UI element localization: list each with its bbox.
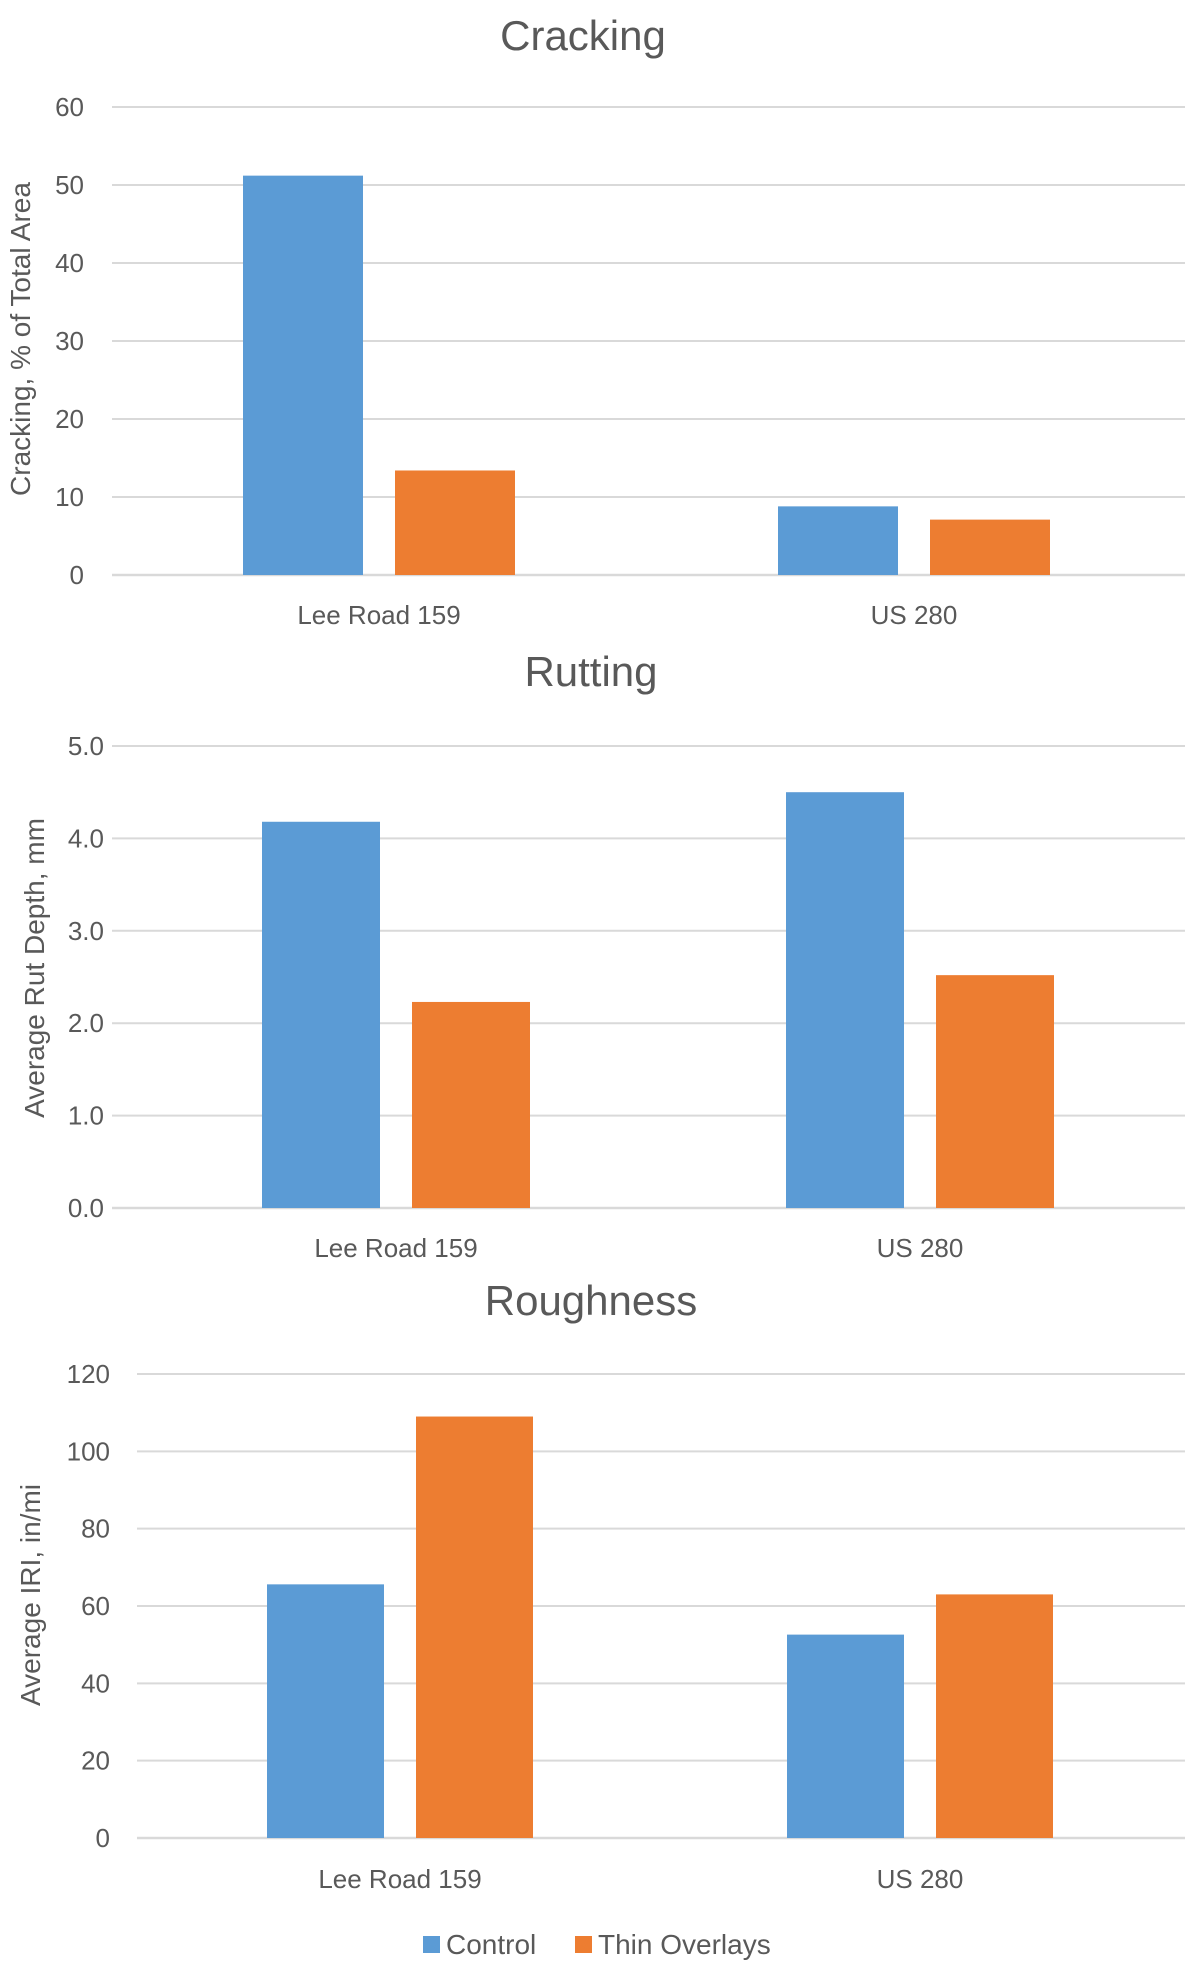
plot-area-roughness: 0 20 40 60 80 100 120 Lee Road 159 US 280 xyxy=(67,1359,1185,1894)
y-tick-label: 30 xyxy=(55,326,84,356)
legend-swatch-thin-overlays xyxy=(575,1936,592,1953)
bar-rutting-thin-overlays-us-280 xyxy=(936,975,1054,1208)
y-axis-label-cracking: Cracking, % of Total Area xyxy=(5,182,36,496)
y-tick-label: 60 xyxy=(55,92,84,122)
x-category-label: Lee Road 159 xyxy=(314,1233,477,1263)
x-category-label: US 280 xyxy=(871,600,958,630)
bar-roughness-control-lee-road-159 xyxy=(267,1584,384,1838)
bar-rutting-control-us-280 xyxy=(786,792,904,1208)
y-tick-label: 120 xyxy=(67,1359,110,1389)
bar-cracking-control-us-280 xyxy=(778,506,898,575)
y-tick-label: 2.0 xyxy=(68,1008,104,1038)
y-tick-label: 0 xyxy=(96,1823,110,1853)
bar-cracking-thin-overlays-us-280 xyxy=(930,519,1050,575)
y-tick-label: 50 xyxy=(55,170,84,200)
y-tick-label: 3.0 xyxy=(68,916,104,946)
chart-cracking: Cracking Cracking, % of Total Area 0 10 20… xyxy=(5,12,1185,630)
chart-title-cracking: Cracking xyxy=(500,12,666,59)
bar-roughness-thin-overlays-us-280 xyxy=(936,1594,1053,1838)
y-tick-label: 80 xyxy=(81,1514,110,1544)
y-tick-label: 5.0 xyxy=(68,731,104,761)
legend-swatch-control xyxy=(423,1936,440,1953)
legend: Control Thin Overlays xyxy=(423,1929,771,1960)
legend-label-thin-overlays: Thin Overlays xyxy=(598,1929,771,1960)
bar-cracking-control-lee-road-159 xyxy=(243,175,363,575)
y-tick-label: 100 xyxy=(67,1436,110,1466)
x-category-label: Lee Road 159 xyxy=(297,600,460,630)
y-tick-label: 10 xyxy=(55,482,84,512)
legend-label-control: Control xyxy=(446,1929,536,1960)
y-tick-label: 40 xyxy=(55,248,84,278)
chart-rutting: Rutting Average Rut Depth, mm 0.0 1.0 2.0 3… xyxy=(19,648,1185,1263)
bar-roughness-control-us-280 xyxy=(787,1634,904,1838)
y-tick-label: 0.0 xyxy=(68,1193,104,1223)
y-axis-label-roughness: Average IRI, in/mi xyxy=(15,1484,46,1706)
y-tick-label: 20 xyxy=(55,404,84,434)
y-tick-label: 60 xyxy=(81,1591,110,1621)
x-category-label: US 280 xyxy=(877,1864,964,1894)
bar-cracking-thin-overlays-lee-road-159 xyxy=(395,470,515,575)
plot-area-rutting: 0.0 1.0 2.0 3.0 4.0 5.0 Lee Road 159 US 280 xyxy=(68,731,1185,1263)
x-category-label: US 280 xyxy=(877,1233,964,1263)
bar-rutting-thin-overlays-lee-road-159 xyxy=(412,1001,530,1208)
y-tick-label: 4.0 xyxy=(68,823,104,853)
plot-area-cracking: 0 10 20 30 40 50 60 Lee Road 159 US 280 xyxy=(55,92,1185,630)
y-axis-label-rutting: Average Rut Depth, mm xyxy=(19,818,50,1118)
chart-title-rutting: Rutting xyxy=(524,648,657,695)
x-category-label: Lee Road 159 xyxy=(318,1864,481,1894)
y-tick-label: 0 xyxy=(70,560,84,590)
y-tick-label: 40 xyxy=(81,1668,110,1698)
chart-roughness: Roughness Average IRI, in/mi 0 20 40 60 80 10… xyxy=(15,1277,1185,1894)
bar-rutting-control-lee-road-159 xyxy=(262,821,380,1208)
y-tick-label: 20 xyxy=(81,1746,110,1776)
chart-title-roughness: Roughness xyxy=(485,1277,697,1324)
bar-roughness-thin-overlays-lee-road-159 xyxy=(416,1416,533,1838)
y-tick-label: 1.0 xyxy=(68,1101,104,1131)
